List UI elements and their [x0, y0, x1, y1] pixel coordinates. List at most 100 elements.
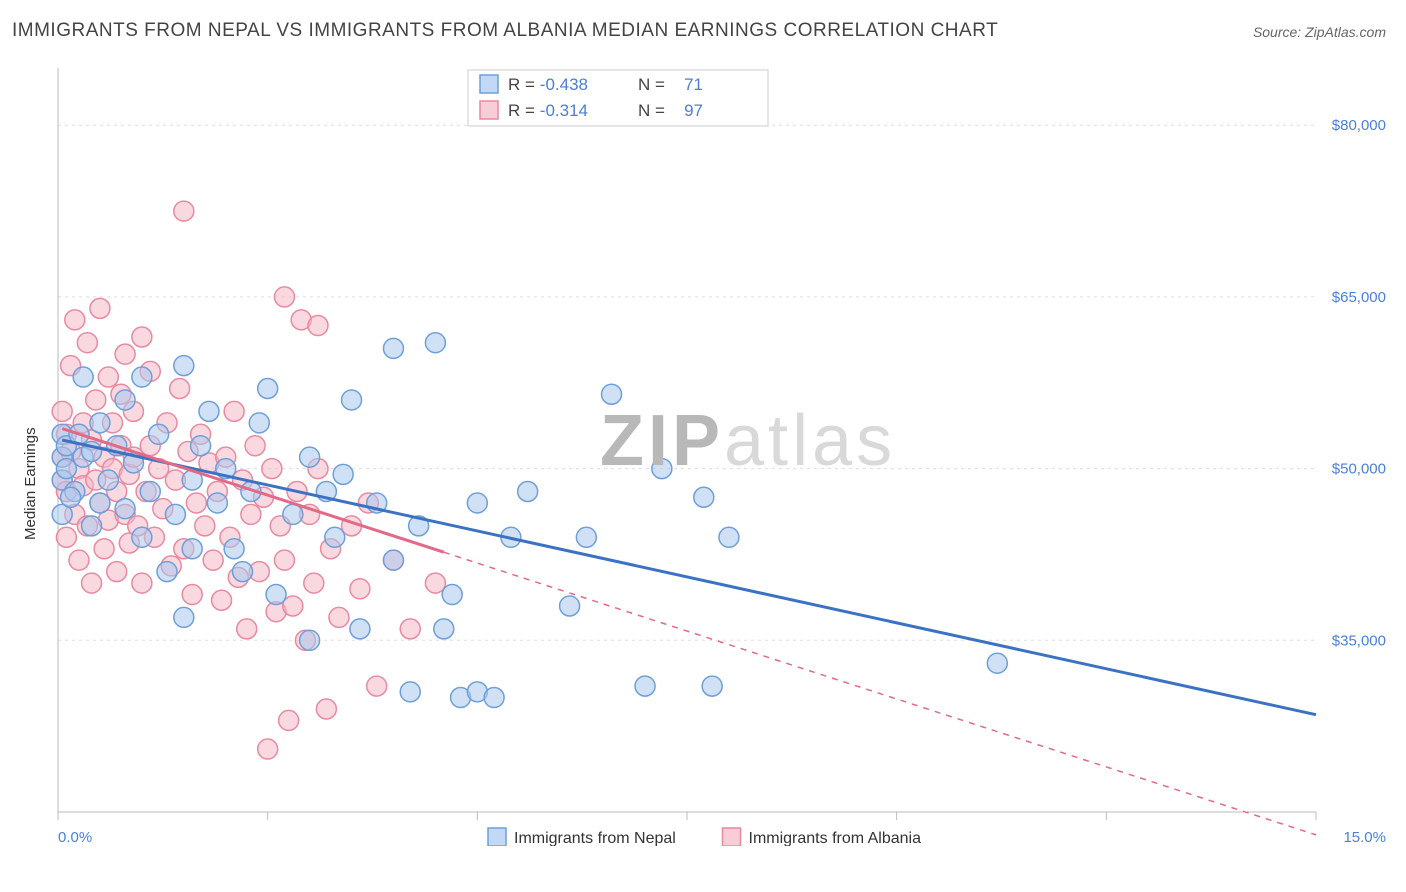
data-point	[274, 287, 294, 307]
svg-text:71: 71	[684, 75, 703, 94]
data-point	[467, 493, 487, 513]
data-point	[283, 504, 303, 524]
data-point	[132, 327, 152, 347]
data-point	[279, 710, 299, 730]
data-point	[434, 619, 454, 639]
data-point	[602, 384, 622, 404]
source-attribution: Source: ZipAtlas.com	[1253, 24, 1386, 40]
data-point	[98, 470, 118, 490]
data-point	[98, 367, 118, 387]
data-point	[702, 676, 722, 696]
data-point	[333, 464, 353, 484]
data-point	[149, 424, 169, 444]
svg-text:N =: N =	[638, 101, 665, 120]
data-point	[350, 619, 370, 639]
data-point	[383, 550, 403, 570]
data-point	[165, 504, 185, 524]
data-point	[325, 527, 345, 547]
data-point	[69, 550, 89, 570]
data-point	[115, 344, 135, 364]
data-point	[174, 356, 194, 376]
svg-text:$80,000: $80,000	[1332, 117, 1386, 134]
data-point	[107, 562, 127, 582]
data-point	[174, 201, 194, 221]
data-point	[157, 562, 177, 582]
data-point	[316, 699, 336, 719]
data-point	[576, 527, 596, 547]
svg-text:$50,000: $50,000	[1332, 461, 1386, 478]
legend-swatch	[488, 828, 506, 846]
data-point	[90, 298, 110, 318]
data-point	[203, 550, 223, 570]
data-point	[719, 527, 739, 547]
data-point	[207, 493, 227, 513]
data-point	[191, 436, 211, 456]
legend-swatch	[480, 101, 498, 119]
data-point	[304, 573, 324, 593]
data-point	[90, 493, 110, 513]
svg-text:N =: N =	[638, 75, 665, 94]
data-point	[61, 487, 81, 507]
data-point	[132, 367, 152, 387]
data-point	[224, 401, 244, 421]
data-point	[186, 493, 206, 513]
data-point	[300, 447, 320, 467]
data-point	[195, 516, 215, 536]
data-point	[652, 459, 672, 479]
data-point	[82, 573, 102, 593]
data-point	[56, 527, 76, 547]
data-point	[560, 596, 580, 616]
data-point	[170, 378, 190, 398]
data-point	[274, 550, 294, 570]
data-point	[400, 619, 420, 639]
data-point	[52, 401, 72, 421]
svg-text:R =: R =	[508, 101, 535, 120]
data-point	[241, 504, 261, 524]
data-point	[115, 390, 135, 410]
data-point	[262, 459, 282, 479]
data-point	[266, 585, 286, 605]
data-point	[73, 367, 93, 387]
data-point	[182, 585, 202, 605]
data-point	[94, 539, 114, 559]
data-point	[249, 413, 269, 433]
data-point	[233, 562, 253, 582]
data-point	[367, 676, 387, 696]
data-point	[182, 539, 202, 559]
y-axis-label: Median Earnings	[22, 427, 39, 540]
data-point	[174, 607, 194, 627]
svg-text:15.0%: 15.0%	[1343, 829, 1386, 846]
svg-text:-0.314: -0.314	[540, 101, 588, 120]
svg-text:$35,000: $35,000	[1332, 632, 1386, 649]
data-point	[140, 482, 160, 502]
data-point	[258, 739, 278, 759]
data-point	[484, 688, 504, 708]
data-point	[300, 630, 320, 650]
data-point	[132, 573, 152, 593]
svg-text:$65,000: $65,000	[1332, 289, 1386, 306]
data-point	[82, 516, 102, 536]
data-point	[442, 585, 462, 605]
data-point	[115, 499, 135, 519]
data-point	[245, 436, 265, 456]
svg-text:-0.438: -0.438	[540, 75, 588, 94]
data-point	[86, 390, 106, 410]
data-point	[237, 619, 257, 639]
data-point	[987, 653, 1007, 673]
data-point	[635, 676, 655, 696]
legend-label: Immigrants from Albania	[749, 830, 922, 846]
data-point	[77, 333, 97, 353]
data-point	[518, 482, 538, 502]
legend-swatch	[480, 75, 498, 93]
data-point	[90, 413, 110, 433]
scatter-chart: $35,000$50,000$65,000$80,0000.0%15.0%R =…	[48, 56, 1388, 846]
svg-text:R =: R =	[508, 75, 535, 94]
trend-line-extrapolated	[444, 552, 1316, 835]
data-point	[694, 487, 714, 507]
data-point	[329, 607, 349, 627]
data-point	[65, 310, 85, 330]
data-point	[258, 378, 278, 398]
data-point	[350, 579, 370, 599]
data-point	[132, 527, 152, 547]
data-point	[224, 539, 244, 559]
